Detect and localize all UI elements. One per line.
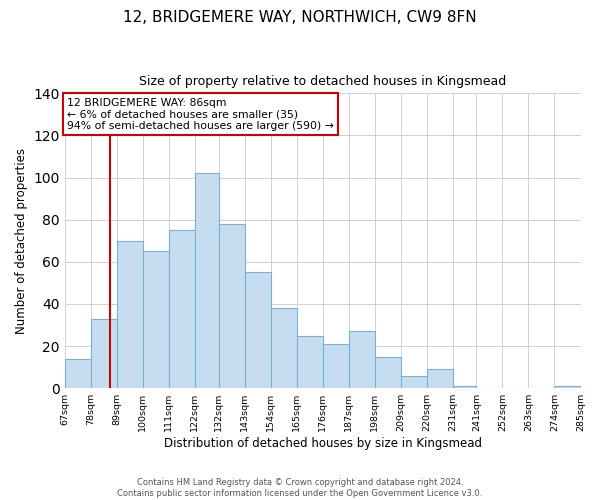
Text: Contains HM Land Registry data © Crown copyright and database right 2024.
Contai: Contains HM Land Registry data © Crown c… bbox=[118, 478, 482, 498]
Bar bbox=[245, 272, 271, 388]
Bar bbox=[271, 308, 296, 388]
X-axis label: Distribution of detached houses by size in Kingsmead: Distribution of detached houses by size … bbox=[164, 437, 482, 450]
Bar bbox=[195, 174, 218, 388]
Text: 12, BRIDGEMERE WAY, NORTHWICH, CW9 8FN: 12, BRIDGEMERE WAY, NORTHWICH, CW9 8FN bbox=[123, 10, 477, 25]
Y-axis label: Number of detached properties: Number of detached properties bbox=[15, 148, 28, 334]
Bar bbox=[296, 336, 323, 388]
Bar bbox=[91, 318, 117, 388]
Bar bbox=[218, 224, 245, 388]
Bar bbox=[453, 386, 476, 388]
Bar bbox=[117, 241, 143, 388]
Bar bbox=[323, 344, 349, 388]
Text: 12 BRIDGEMERE WAY: 86sqm
← 6% of detached houses are smaller (35)
94% of semi-de: 12 BRIDGEMERE WAY: 86sqm ← 6% of detache… bbox=[67, 98, 334, 130]
Bar bbox=[65, 358, 91, 388]
Bar bbox=[374, 356, 401, 388]
Title: Size of property relative to detached houses in Kingsmead: Size of property relative to detached ho… bbox=[139, 75, 506, 88]
Bar bbox=[349, 332, 374, 388]
Bar bbox=[401, 376, 427, 388]
Bar bbox=[143, 252, 169, 388]
Bar bbox=[554, 386, 581, 388]
Bar bbox=[169, 230, 195, 388]
Bar bbox=[427, 370, 453, 388]
